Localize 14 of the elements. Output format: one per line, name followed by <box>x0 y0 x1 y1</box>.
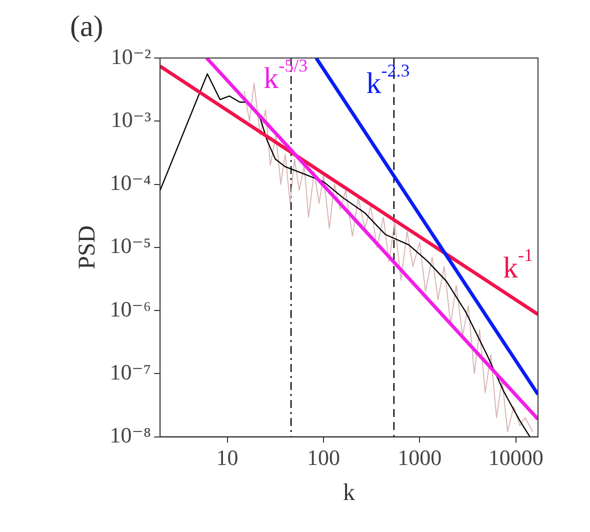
x-tick-label: 100 <box>306 444 340 470</box>
x-tick-label: 10000 <box>488 444 544 470</box>
y-tick-label: 10⁻⁵ <box>110 233 152 258</box>
x-tick-label: 1000 <box>398 444 442 470</box>
y-tick-label: 10⁻⁷ <box>110 359 152 384</box>
y-tick-label: 10⁻⁴ <box>110 170 152 196</box>
y-tick-label: 10⁻² <box>110 44 152 69</box>
x-tick-label: 10 <box>216 444 238 470</box>
chart-title: (a) <box>70 10 104 43</box>
y-axis-title: PSD <box>74 225 101 270</box>
x-axis-title: k <box>343 480 356 506</box>
y-tick-label: 10⁻⁸ <box>110 422 152 448</box>
y-tick-label: 10⁻⁶ <box>110 296 152 322</box>
y-tick-label: 10⁻³ <box>110 106 152 132</box>
